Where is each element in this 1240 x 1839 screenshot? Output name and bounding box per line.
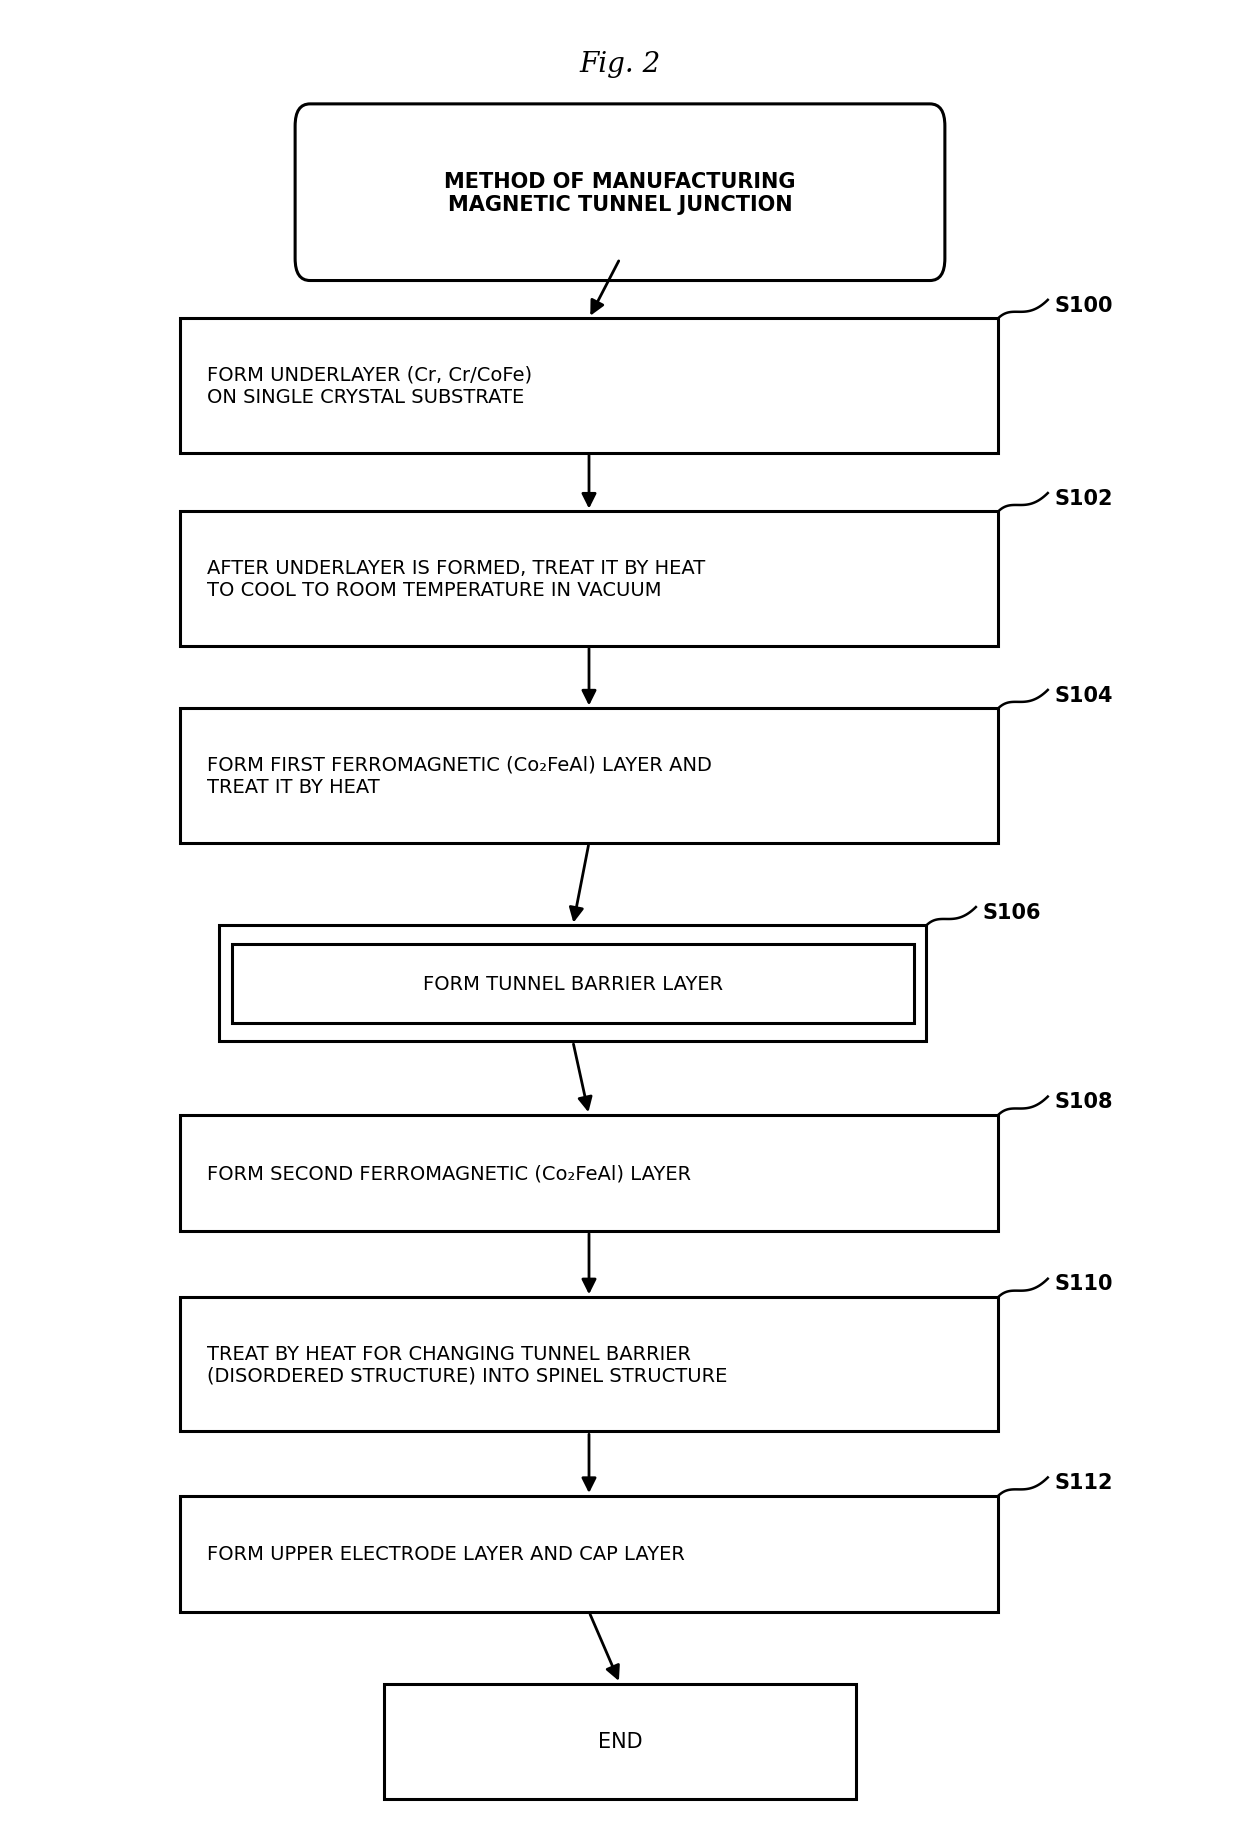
Text: S102: S102 bbox=[1054, 489, 1112, 508]
Bar bbox=[180, 710, 998, 842]
Text: S106: S106 bbox=[982, 903, 1040, 921]
Text: FORM UPPER ELECTRODE LAYER AND CAP LAYER: FORM UPPER ELECTRODE LAYER AND CAP LAYER bbox=[207, 1545, 684, 1563]
Bar bbox=[180, 1497, 998, 1611]
Text: S108: S108 bbox=[1054, 1092, 1112, 1111]
Text: AFTER UNDERLAYER IS FORMED, TREAT IT BY HEAT
TO COOL TO ROOM TEMPERATURE IN VACU: AFTER UNDERLAYER IS FORMED, TREAT IT BY … bbox=[207, 559, 706, 600]
Text: S100: S100 bbox=[1054, 296, 1112, 314]
Text: TREAT BY HEAT FOR CHANGING TUNNEL BARRIER
(DISORDERED STRUCTURE) INTO SPINEL STR: TREAT BY HEAT FOR CHANGING TUNNEL BARRIE… bbox=[207, 1344, 728, 1385]
Text: FORM TUNNEL BARRIER LAYER: FORM TUNNEL BARRIER LAYER bbox=[423, 975, 723, 993]
Bar bbox=[232, 943, 914, 1022]
Bar bbox=[180, 511, 998, 645]
Text: FORM FIRST FERROMAGNETIC (Co₂FeAl) LAYER AND
TREAT IT BY HEAT: FORM FIRST FERROMAGNETIC (Co₂FeAl) LAYER… bbox=[207, 756, 712, 796]
Text: END: END bbox=[598, 1732, 642, 1751]
Bar bbox=[180, 1114, 998, 1232]
Text: FORM SECOND FERROMAGNETIC (Co₂FeAl) LAYER: FORM SECOND FERROMAGNETIC (Co₂FeAl) LAYE… bbox=[207, 1164, 691, 1182]
Text: S110: S110 bbox=[1054, 1274, 1112, 1295]
Text: METHOD OF MANUFACTURING
MAGNETIC TUNNEL JUNCTION: METHOD OF MANUFACTURING MAGNETIC TUNNEL … bbox=[444, 171, 796, 215]
Text: Fig. 2: Fig. 2 bbox=[579, 51, 661, 77]
Bar bbox=[219, 927, 926, 1041]
Text: S104: S104 bbox=[1054, 686, 1112, 706]
Bar bbox=[180, 1298, 998, 1431]
Bar bbox=[180, 320, 998, 452]
Text: S112: S112 bbox=[1054, 1473, 1112, 1493]
Bar bbox=[384, 1685, 856, 1799]
FancyBboxPatch shape bbox=[295, 105, 945, 281]
Text: FORM UNDERLAYER (Cr, Cr/CoFe)
ON SINGLE CRYSTAL SUBSTRATE: FORM UNDERLAYER (Cr, Cr/CoFe) ON SINGLE … bbox=[207, 366, 532, 406]
